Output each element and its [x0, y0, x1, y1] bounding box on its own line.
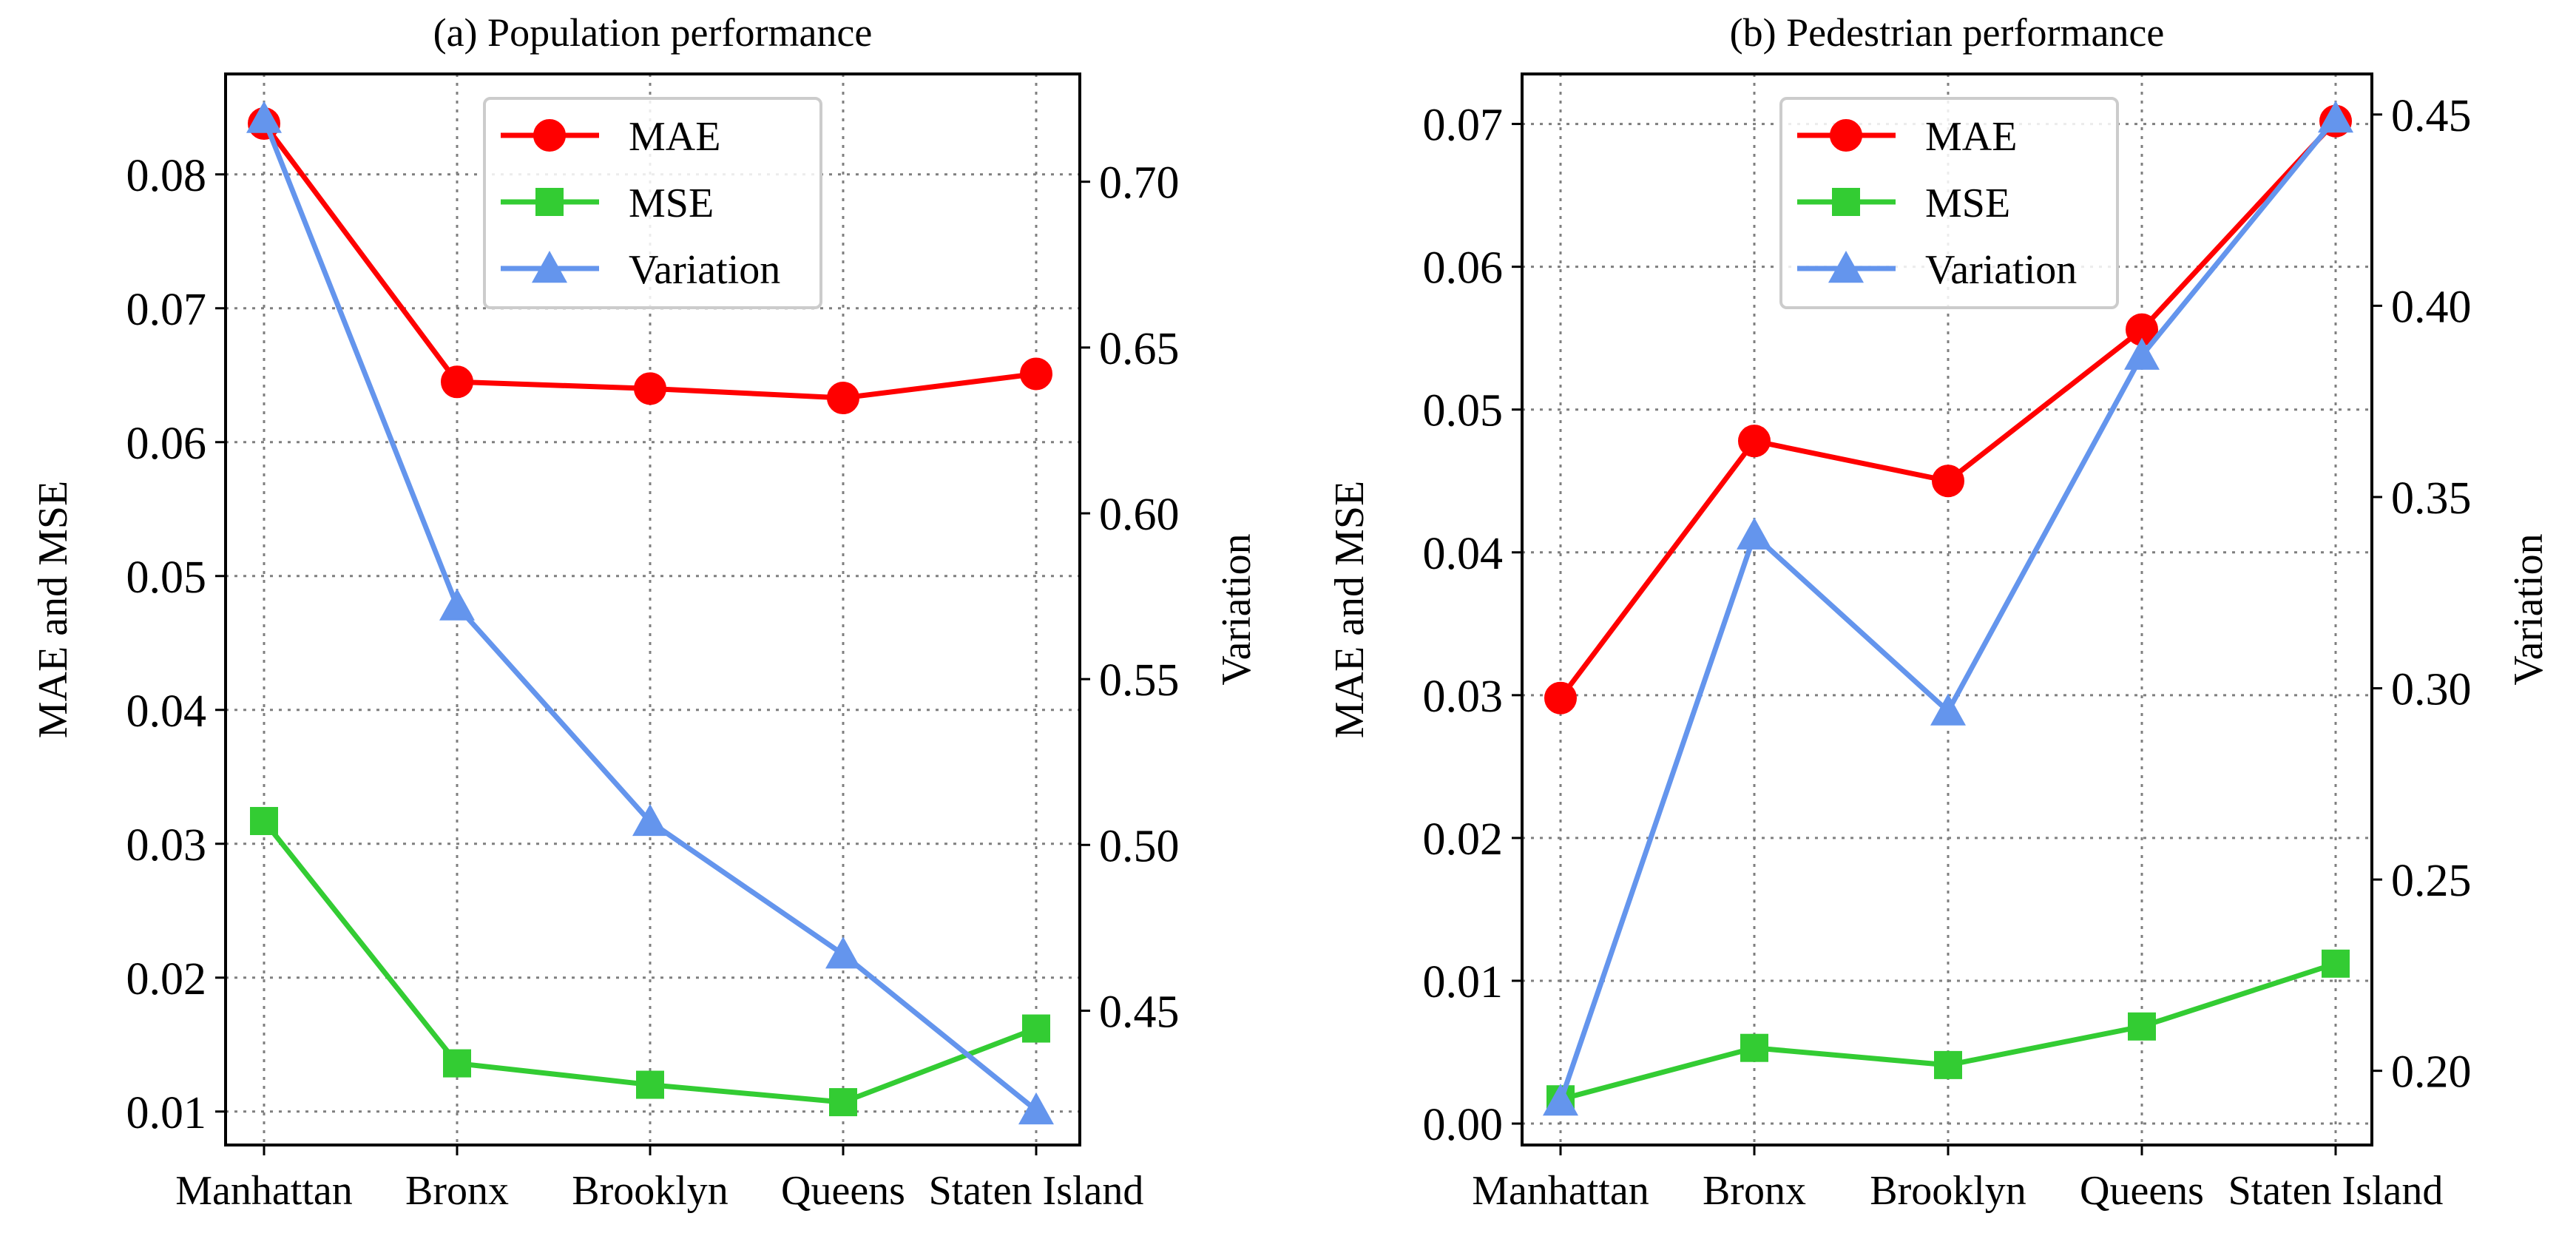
point-variation	[1543, 1084, 1578, 1116]
y2-tick-label: 0.70	[1099, 158, 1180, 209]
y2-tick-label: 0.30	[2391, 665, 2472, 715]
y-tick-label: 0.03	[1423, 672, 1504, 722]
point-mse	[250, 806, 278, 835]
point-mse	[443, 1049, 471, 1078]
point-mse	[2322, 949, 2350, 978]
legend-label-mse: MSE	[629, 180, 714, 226]
legend-label-variation: Variation	[629, 247, 780, 293]
point-mse	[1022, 1014, 1050, 1043]
point-variation	[825, 936, 861, 969]
y-tick-label: 0.05	[126, 553, 207, 603]
x-tick-label: Manhattan	[1472, 1168, 1649, 1214]
point-mse	[636, 1070, 664, 1099]
plot-frame	[1521, 72, 2373, 1146]
y-tick-label: 0.05	[1423, 386, 1504, 436]
y2-tick-label: 0.45	[2391, 91, 2472, 141]
point-mae	[634, 372, 666, 405]
x-tick-label: Brooklyn	[572, 1168, 728, 1214]
y2-tick-label: 0.55	[1099, 655, 1180, 706]
point-mae	[827, 382, 859, 415]
x-tick-label: Staten Island	[2228, 1168, 2444, 1214]
point-mse	[1934, 1050, 1962, 1079]
point-variation	[632, 803, 668, 837]
y2-axis-label: Variation	[1214, 533, 1260, 685]
point-variation	[1018, 1092, 1054, 1125]
y-tick-label: 0.08	[126, 151, 207, 201]
legend-label-mae: MAE	[1925, 114, 2017, 160]
x-tick-label: Queens	[781, 1168, 905, 1214]
y2-tick-label: 0.65	[1099, 324, 1180, 374]
chart-title: (b) Pedestrian performance	[1730, 10, 2165, 55]
point-variation	[439, 588, 475, 621]
x-tick-label: Bronx	[1703, 1168, 1806, 1214]
point-variation	[2318, 100, 2353, 133]
legend: MAE MSE Variation	[483, 97, 822, 309]
point-mae	[1020, 357, 1052, 391]
y-tick-label: 0.07	[126, 285, 207, 335]
point-mse	[829, 1088, 857, 1117]
y-tick-label: 0.01	[126, 1088, 207, 1138]
point-mae	[1738, 425, 1771, 458]
chart-2: Manhattan Bronx Brooklyn Queens Staten Islan…	[1327, 10, 2552, 1214]
legend-marker-variation	[1828, 251, 1864, 283]
y2-tick-label: 0.25	[2391, 856, 2472, 906]
chart-title: (a) Population performance	[433, 10, 873, 55]
point-variation	[1737, 517, 1772, 550]
legend-marker-mae	[1830, 119, 1862, 152]
x-tick-label: Staten Island	[929, 1168, 1144, 1214]
y-tick-label: 0.06	[1423, 243, 1504, 294]
y2-axis-label: Variation	[2506, 533, 2552, 685]
y-tick-label: 0.02	[1423, 814, 1504, 865]
y2-tick-label: 0.60	[1099, 490, 1180, 540]
y-tick-label: 0.04	[126, 686, 207, 737]
y-tick-label: 0.06	[126, 419, 207, 469]
legend-marker-variation	[532, 251, 567, 283]
y2-tick-label: 0.50	[1099, 821, 1180, 871]
legend-label-variation: Variation	[1925, 247, 2077, 293]
y-tick-label: 0.00	[1423, 1100, 1504, 1150]
legend-marker-mae	[533, 119, 566, 152]
point-variation	[246, 101, 282, 133]
legend-box	[1779, 97, 2119, 309]
y2-tick-label: 0.40	[2391, 282, 2472, 332]
y-tick-label: 0.01	[1423, 957, 1504, 1007]
chart-1: Manhattan Bronx Brooklyn Queens Staten Islan…	[30, 10, 1260, 1214]
legend: MAE MSE Variation	[1779, 97, 2119, 309]
y-tick-label: 0.07	[1423, 101, 1504, 151]
y2-tick-label: 0.35	[2391, 473, 2472, 524]
legend-marker-mse	[535, 188, 564, 216]
legend-label-mae: MAE	[629, 114, 720, 160]
legend-label-mse: MSE	[1925, 180, 2010, 226]
y-tick-label: 0.04	[1423, 529, 1504, 579]
point-mae	[1932, 465, 1964, 498]
y-tick-label: 0.03	[126, 820, 207, 871]
y2-tick-label: 0.45	[1099, 987, 1180, 1037]
y-axis-label: MAE and MSE	[30, 481, 76, 738]
point-mae	[1544, 681, 1577, 715]
point-mse	[1740, 1033, 1768, 1062]
point-mse	[2128, 1012, 2156, 1041]
y2-tick-label: 0.20	[2391, 1047, 2472, 1098]
plot-frame	[224, 72, 1081, 1146]
legend-box	[483, 97, 822, 309]
x-tick-label: Brooklyn	[1870, 1168, 2026, 1214]
x-tick-label: Bronx	[405, 1168, 509, 1214]
y-axis-label: MAE and MSE	[1327, 481, 1373, 738]
x-tick-label: Manhattan	[175, 1168, 352, 1214]
y-tick-label: 0.02	[126, 954, 207, 1004]
legend-marker-mse	[1832, 188, 1860, 216]
x-tick-label: Queens	[2080, 1168, 2204, 1214]
point-mae	[441, 365, 473, 399]
point-variation	[2124, 337, 2160, 370]
point-variation	[1930, 693, 1966, 726]
